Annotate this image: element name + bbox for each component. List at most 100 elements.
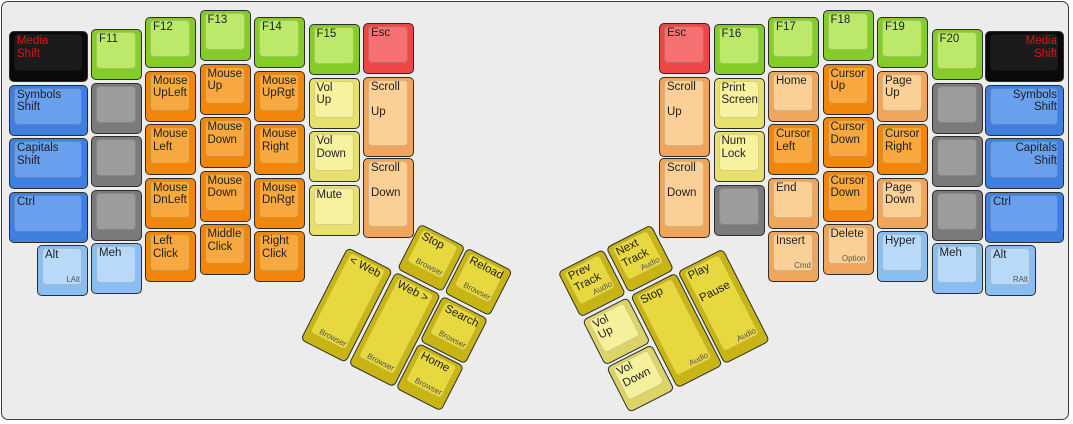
key-left-mouse-upleft[interactable]: Mouse UpLeft [145, 70, 196, 122]
keycap-face [882, 20, 922, 57]
key-right-symbols-shift[interactable]: Symbols Shift [985, 84, 1064, 136]
key-right-meh[interactable]: Meh [931, 243, 983, 294]
key-left-vol-down[interactable]: Vol Down [308, 131, 360, 182]
key-left-blank[interactable] [91, 82, 142, 134]
key-left-mute[interactable]: Mute [308, 184, 360, 236]
key-label: F13 [207, 14, 228, 26]
key-label: Vol Up [316, 81, 333, 107]
key-left-meh[interactable]: Meh [91, 243, 142, 294]
key-right-delete[interactable]: Delete Option [822, 224, 874, 275]
key-left-scroll-down[interactable]: Scroll Down [363, 158, 414, 238]
keycap-face [150, 180, 190, 218]
keycap-face [259, 180, 299, 218]
key-right-print-screen[interactable]: Print Screen [713, 77, 765, 129]
key-right-ctrl[interactable]: Ctrl [985, 191, 1064, 243]
key-right-cursor-down[interactable]: Cursor Down [822, 117, 874, 168]
key-right-num-lock[interactable]: Num Lock [713, 131, 765, 182]
key-left-mouse-dnleft[interactable]: Mouse DnLeft [145, 177, 196, 229]
key-right-blank-3[interactable] [931, 136, 983, 187]
keycap-face [773, 180, 813, 218]
keycap-face [313, 80, 354, 118]
key-left-ctrl[interactable]: Ctrl [9, 191, 88, 243]
key-label: Meh [99, 247, 122, 259]
key-left-f15[interactable]: F15 [308, 24, 360, 75]
key-left-mouse-left[interactable]: Mouse Left [145, 124, 196, 175]
key-right-f20[interactable]: F20 [931, 29, 983, 80]
key-left-vol-up[interactable]: Vol Up [308, 77, 360, 129]
key-left-f11[interactable]: F11 [91, 29, 142, 80]
key-left-scroll-up[interactable]: Scroll Up [363, 76, 414, 157]
key-left-blank-3[interactable] [91, 189, 142, 241]
keycap-face [773, 73, 813, 111]
key-label: Right Click [262, 235, 289, 260]
key-left-mouse-up[interactable]: Mouse Up [199, 63, 251, 115]
key-left-capitals-shift[interactable]: Capitals Shift [9, 138, 88, 189]
keycap-face [936, 246, 977, 283]
key-left-right-click[interactable]: Right Click [254, 231, 305, 282]
key-right-end[interactable]: End [768, 177, 819, 229]
key-right-blank-4[interactable] [931, 189, 983, 241]
key-label: Symbols Shift [1012, 88, 1057, 114]
keycap-face [96, 246, 136, 283]
keycap-face [42, 248, 82, 285]
key-right-scroll-down[interactable]: Scroll Down [659, 158, 710, 238]
key-left-left-click[interactable]: Left Click [145, 231, 196, 282]
key-left-f12[interactable]: F12 [145, 17, 196, 68]
key-right-f17[interactable]: F17 [768, 17, 819, 68]
key-left-alt[interactable]: Alt LAlt [37, 245, 88, 296]
keycap-face [718, 27, 759, 64]
key-label: Scroll Down [371, 162, 401, 199]
key-right-page-down[interactable]: Page Down [877, 177, 928, 229]
key-label: Vol Down [316, 135, 346, 160]
key-label: Num Lock [721, 135, 746, 160]
keycap-face [313, 27, 354, 64]
key-left-mouse-down-2[interactable]: Mouse Down [199, 170, 251, 222]
key-left-mouse-uprgt[interactable]: Mouse UpRgt [254, 70, 305, 122]
key-right-f19[interactable]: F19 [877, 17, 928, 68]
keycap-face [827, 13, 868, 50]
keycap-face [150, 20, 190, 57]
keycap-face [259, 20, 299, 57]
key-right-page-up[interactable]: Page Up [877, 70, 928, 122]
key-right-capitals-shift[interactable]: Capitals Shift [985, 138, 1064, 189]
key-label: Meh [939, 247, 962, 259]
keycap-face [827, 173, 868, 211]
key-left-blank-2[interactable] [91, 136, 142, 187]
keycap-face [96, 139, 136, 176]
key-label: Delete [830, 228, 864, 240]
key-right-insert[interactable]: Insert Cmd [768, 231, 819, 282]
key-right-esc[interactable]: Esc [659, 23, 710, 74]
key-label: Alt [45, 249, 59, 261]
key-left-mouse-dnrgt[interactable]: Mouse DnRgt [254, 177, 305, 229]
key-left-mouse-right[interactable]: Mouse Right [254, 124, 305, 175]
key-right-home[interactable]: Home [768, 70, 819, 122]
keycap-face [882, 73, 922, 111]
key-right-hyper[interactable]: Hyper [877, 231, 928, 282]
keycap-face [259, 234, 299, 271]
key-left-middle-click[interactable]: Middle Click [199, 224, 251, 275]
key-right-blank[interactable] [713, 184, 765, 236]
key-right-f16[interactable]: F16 [713, 24, 765, 75]
key-right-f18[interactable]: F18 [822, 10, 874, 61]
key-label: Esc [667, 27, 687, 39]
key-right-cursor-left[interactable]: Cursor Left [768, 124, 819, 175]
key-right-cursor-up[interactable]: Cursor Up [822, 63, 874, 115]
key-right-blank-2[interactable] [931, 82, 983, 134]
key-right-scroll-up[interactable]: Scroll Up [659, 76, 710, 157]
keycap-face [204, 120, 245, 157]
keycap-face [664, 26, 704, 63]
key-left-f14[interactable]: F14 [254, 17, 305, 68]
key-right-cursor-right[interactable]: Cursor Right [877, 124, 928, 175]
key-right-media-shift[interactable]: Media Shift [985, 31, 1064, 82]
key-left-esc[interactable]: Esc [363, 23, 414, 74]
key-left-mouse-down[interactable]: Mouse Down [199, 117, 251, 168]
key-left-symbols-shift[interactable]: Symbols Shift [9, 84, 88, 136]
keycap-face [204, 173, 245, 211]
key-left-f13[interactable]: F13 [199, 10, 251, 61]
key-right-alt[interactable]: Alt RAlt [985, 245, 1036, 296]
key-left-media-shift[interactable]: Media Shift [9, 31, 88, 82]
key-label: F14 [262, 21, 282, 33]
key-right-cursor-down-2[interactable]: Cursor Down [822, 170, 874, 222]
